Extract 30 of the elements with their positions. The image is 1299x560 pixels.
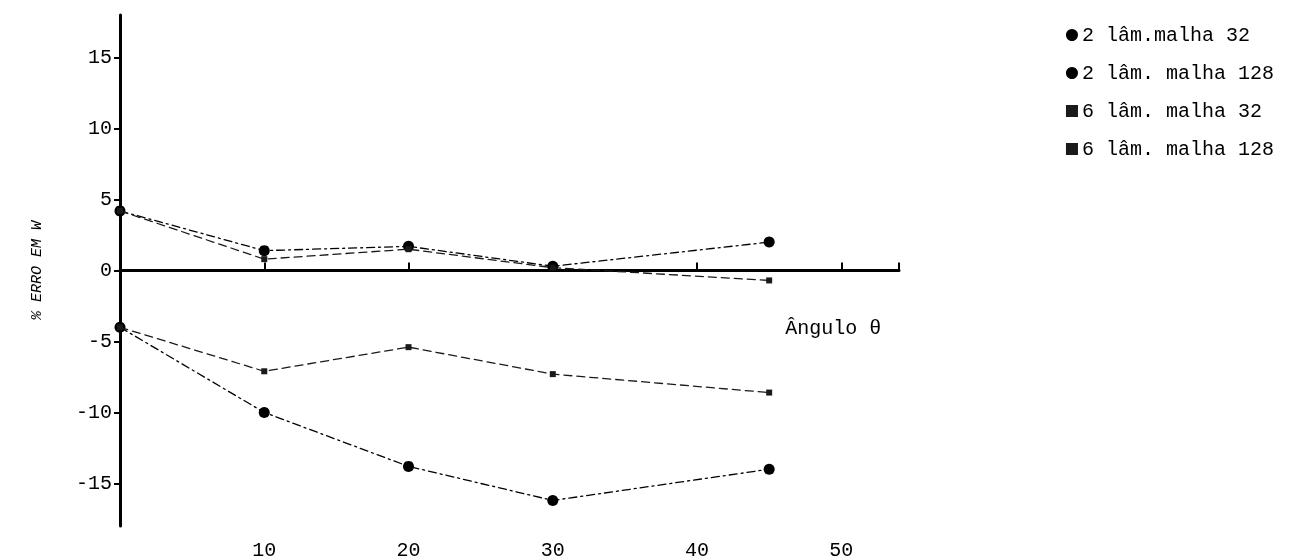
y-tick-label: 10 [87,117,112,141]
y-tick-label: 5 [99,188,112,212]
point [766,277,773,284]
y-tick-label: 15 [87,46,112,70]
point [549,371,556,378]
point [258,245,270,257]
point [258,406,270,418]
legend-label: 6 lâm. malha 32 [1081,99,1262,123]
point [547,494,559,506]
y-tick-label: -15 [75,471,112,495]
point [403,460,415,472]
point [261,256,268,263]
point [405,344,412,351]
legend-label: 2 lâm. malha 128 [1081,61,1274,85]
point [261,368,268,375]
y-axis-title: % ERRO EM W [29,219,46,322]
point [763,236,775,248]
point [766,389,773,396]
x-tick-label: 40 [685,538,710,560]
x-tick-label: 50 [829,538,854,560]
legend-label: 6 lâm. malha 128 [1081,137,1274,161]
y-tick-label: -10 [75,400,112,424]
legend-label: 2 lâm.malha 32 [1081,23,1250,47]
x-tick-label: 20 [396,538,421,560]
y-tick-label: 0 [99,259,112,282]
x-tick-label: 30 [540,538,565,560]
y-tick-label: -5 [87,329,112,353]
x-axis-title: Ângulo θ [785,317,882,340]
x-tick-label: 10 [252,538,277,560]
point [763,463,775,475]
